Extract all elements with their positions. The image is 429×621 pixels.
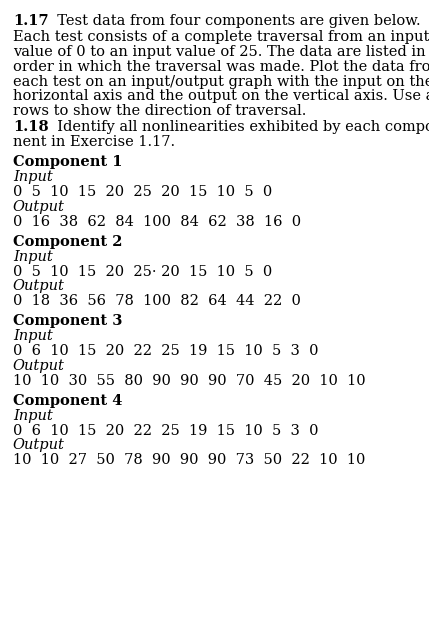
- Text: 0  5  10  15  20  25· 20  15  10  5  0: 0 5 10 15 20 25· 20 15 10 5 0: [13, 265, 272, 279]
- Text: value of 0 to an input value of 25. The data are listed in the: value of 0 to an input value of 25. The …: [13, 45, 429, 59]
- Text: Component 3: Component 3: [13, 314, 122, 329]
- Text: Input: Input: [13, 409, 53, 423]
- Text: 0  16  38  62  84  100  84  62  38  16  0: 0 16 38 62 84 100 84 62 38 16 0: [13, 215, 301, 229]
- Text: Each test consists of a complete traversal from an input: Each test consists of a complete travers…: [13, 30, 429, 44]
- Text: order in which the traversal was made. Plot the data from: order in which the traversal was made. P…: [13, 60, 429, 74]
- Text: Test data from four components are given below.: Test data from four components are given…: [48, 14, 421, 29]
- Text: each test on an input/output graph with the input on the: each test on an input/output graph with …: [13, 75, 429, 89]
- Text: Output: Output: [13, 200, 65, 214]
- Text: Component 1: Component 1: [13, 155, 122, 170]
- Text: 0  6  10  15  20  22  25  19  15  10  5  3  0: 0 6 10 15 20 22 25 19 15 10 5 3 0: [13, 344, 318, 358]
- Text: 10  10  30  55  80  90  90  90  70  45  20  10  10: 10 10 30 55 80 90 90 90 70 45 20 10 10: [13, 374, 366, 388]
- Text: Output: Output: [13, 359, 65, 373]
- Text: 1.17: 1.17: [13, 14, 48, 29]
- Text: 1.18: 1.18: [13, 120, 48, 135]
- Text: Input: Input: [13, 250, 53, 264]
- Text: 0  5  10  15  20  25  20  15  10  5  0: 0 5 10 15 20 25 20 15 10 5 0: [13, 185, 272, 199]
- Text: Component 4: Component 4: [13, 394, 122, 408]
- Text: 0  18  36  56  78  100  82  64  44  22  0: 0 18 36 56 78 100 82 64 44 22 0: [13, 294, 301, 309]
- Text: nent in Exercise 1.17.: nent in Exercise 1.17.: [13, 135, 175, 150]
- Text: Output: Output: [13, 279, 65, 294]
- Text: horizontal axis and the output on the vertical axis. Use ar-: horizontal axis and the output on the ve…: [13, 89, 429, 104]
- Text: Input: Input: [13, 170, 53, 184]
- Text: Identify all nonlinearities exhibited by each compo-: Identify all nonlinearities exhibited by…: [48, 120, 429, 135]
- Text: Input: Input: [13, 329, 53, 343]
- Text: Output: Output: [13, 438, 65, 453]
- Text: rows to show the direction of traversal.: rows to show the direction of traversal.: [13, 104, 306, 119]
- Text: Component 2: Component 2: [13, 235, 122, 249]
- Text: 10  10  27  50  78  90  90  90  73  50  22  10  10: 10 10 27 50 78 90 90 90 73 50 22 10 10: [13, 453, 365, 468]
- Text: 0  6  10  15  20  22  25  19  15  10  5  3  0: 0 6 10 15 20 22 25 19 15 10 5 3 0: [13, 424, 318, 438]
